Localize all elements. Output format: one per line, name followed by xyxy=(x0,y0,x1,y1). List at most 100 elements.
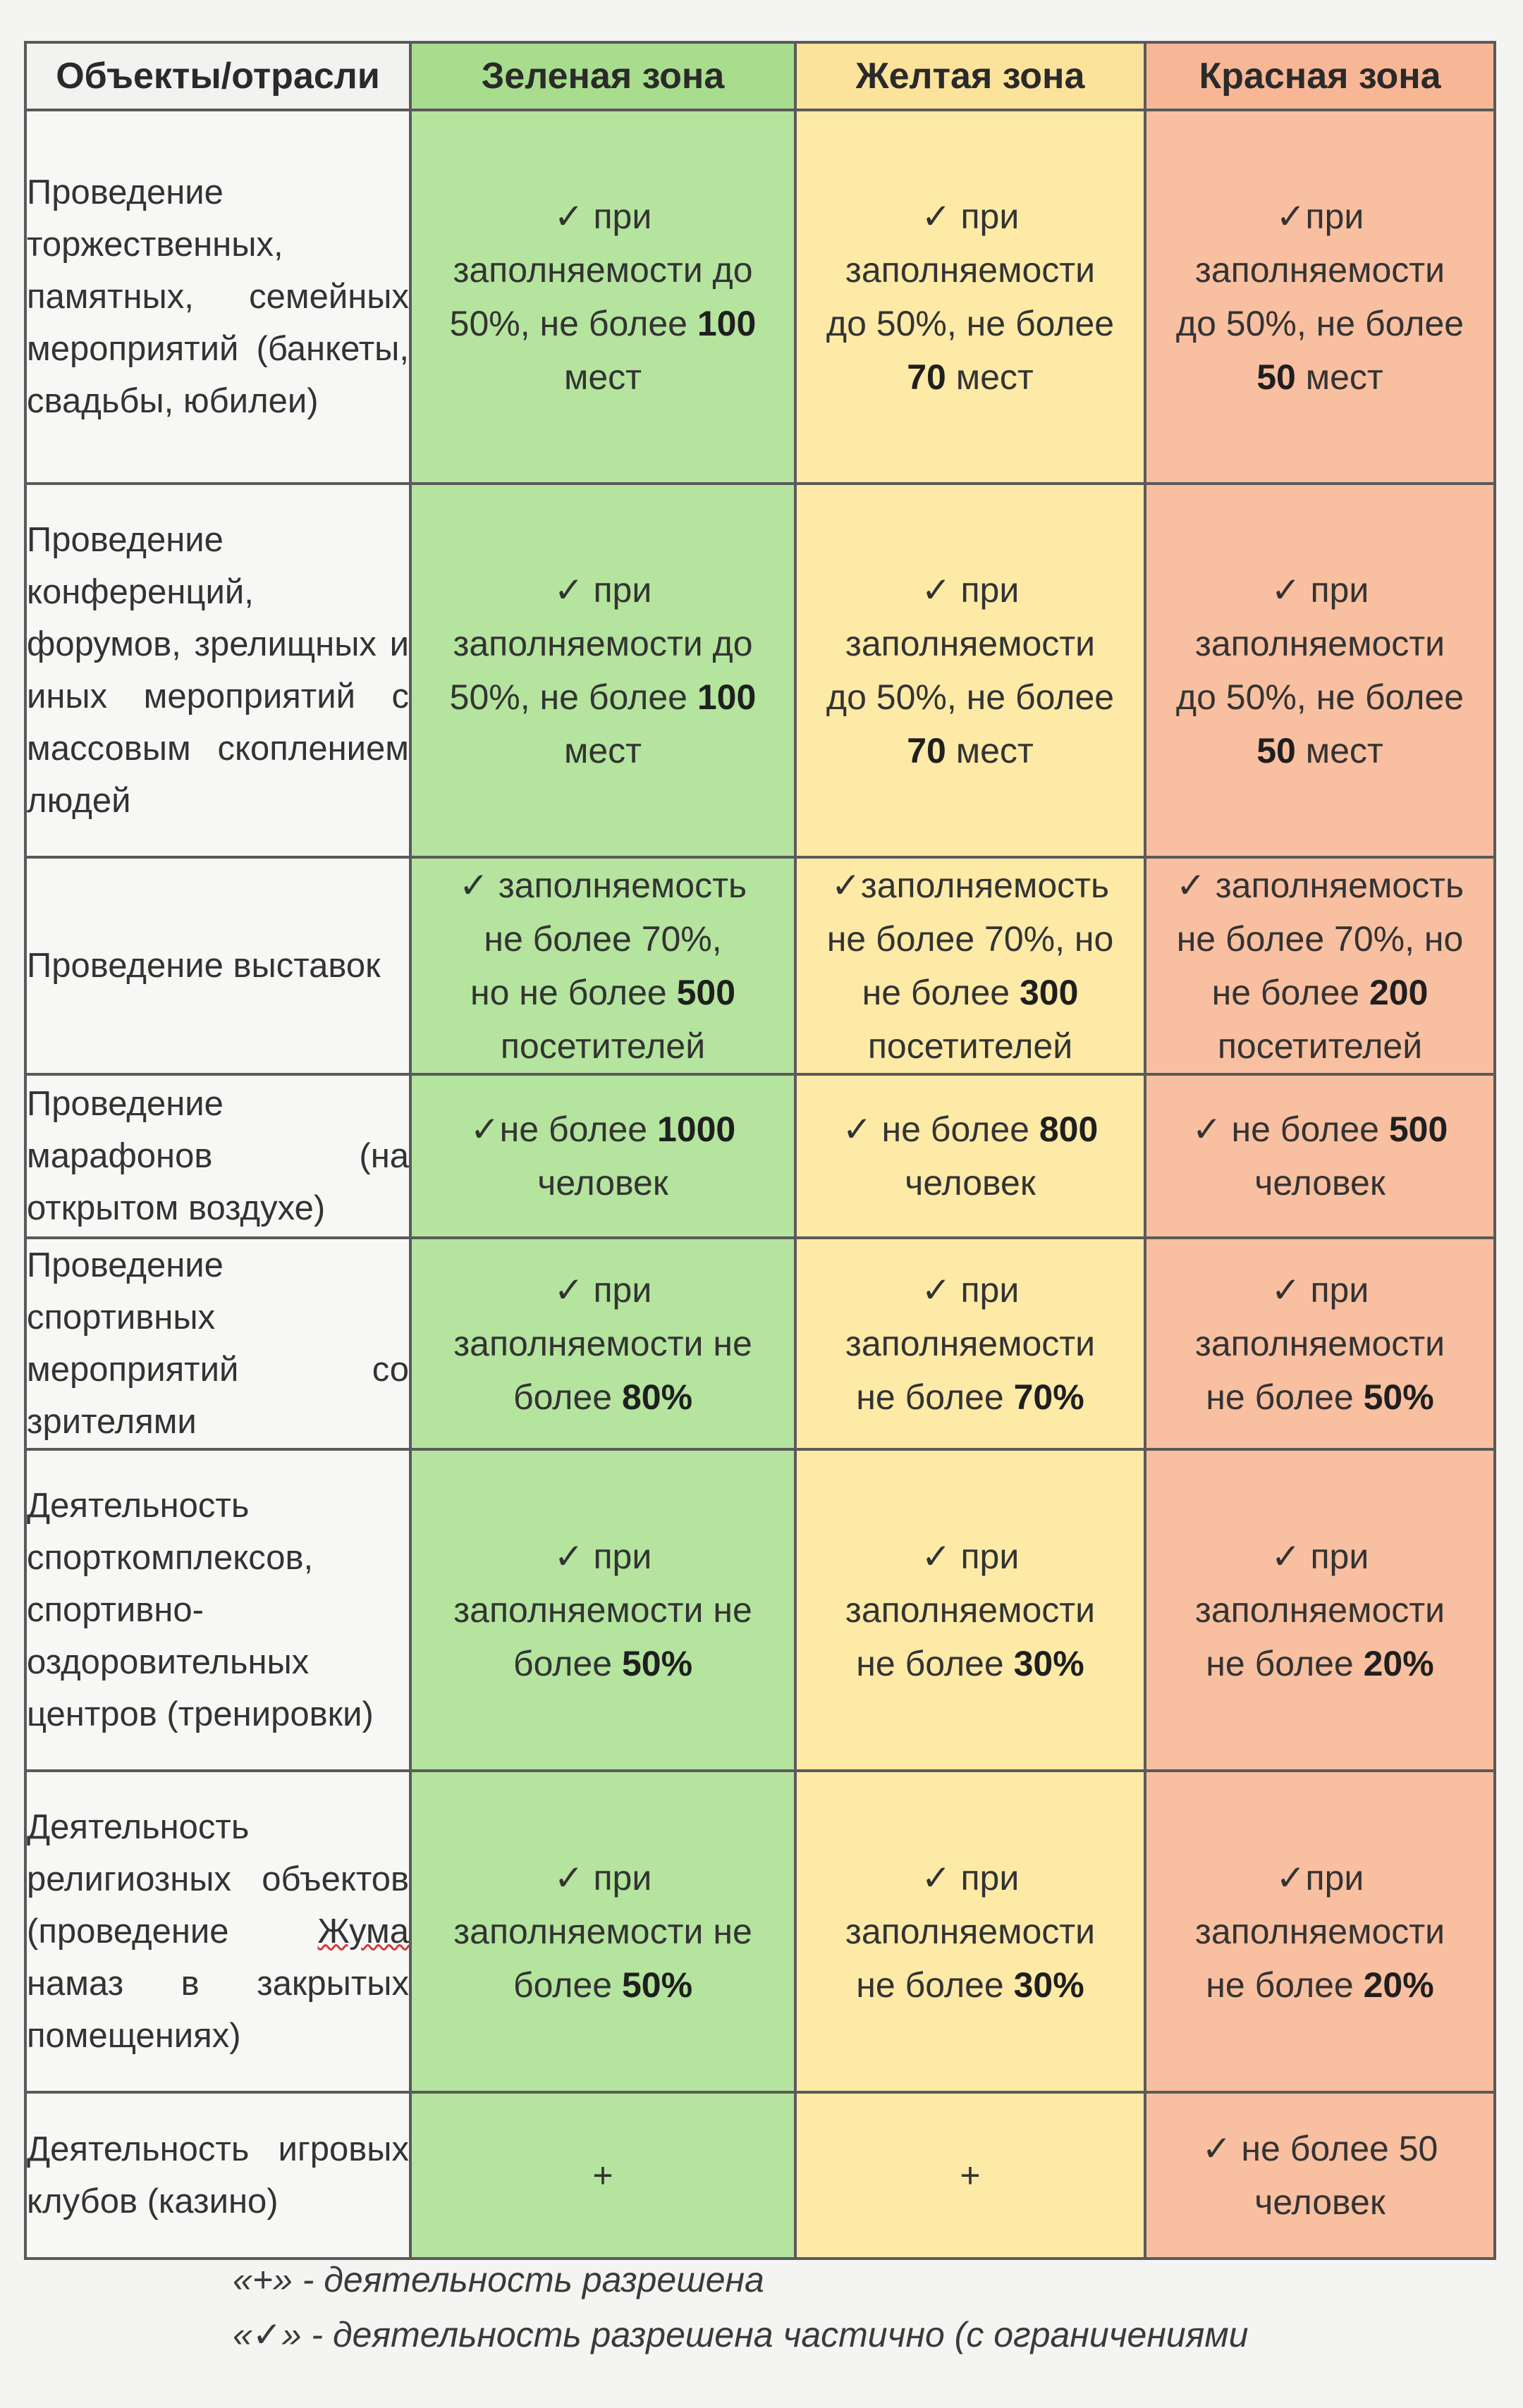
cell-line: более xyxy=(513,1377,622,1417)
cell-line: не более xyxy=(1206,1644,1364,1683)
cell-line: не более 70%, но xyxy=(1176,919,1464,959)
yellow-zone-cell: ✓ при заполняемости до 50%, не более 70 … xyxy=(794,109,1146,485)
cell-line: не более xyxy=(856,1965,1014,2005)
row-label-part: Деятельность религиозных объектов (прове… xyxy=(27,1808,409,1951)
zones-table: Объекты/отрасли Зеленая зона Желтая зона… xyxy=(24,41,1496,2260)
check-line: ✓ при xyxy=(921,1858,1020,1898)
cell-line: мест xyxy=(563,731,642,770)
cell-line: заполняемости до xyxy=(453,624,753,663)
limit-value: 50 xyxy=(1256,357,1296,397)
green-zone-cell: ✓не более 1000 человек xyxy=(409,1073,797,1239)
header-red-zone: Красная зона xyxy=(1144,41,1496,111)
cell-line: посетителей xyxy=(500,1026,706,1066)
cell-line: заполняемости xyxy=(845,624,1096,663)
check-line: ✓ при xyxy=(1271,570,1369,610)
row-label-cell: Деятельность религиозных объектов (прове… xyxy=(24,1769,412,2094)
green-zone-cell: ✓ заполняемость не более 70%, но не боле… xyxy=(409,856,797,1076)
cell-line: не более xyxy=(1211,973,1369,1012)
cell-line: до 50%, не более xyxy=(826,304,1115,343)
cell-line: человек xyxy=(1254,1163,1386,1203)
cell-line: посетителей xyxy=(1217,1026,1423,1066)
cell-line: заполняемости xyxy=(845,1590,1096,1630)
cell-line: не более xyxy=(856,1377,1014,1417)
row-label: Деятельность религиозных объектов (прове… xyxy=(27,1801,409,2062)
cell-line: до 50%, не более xyxy=(1175,304,1464,343)
row-label-cell: Проведение марафонов (на открытом воздух… xyxy=(24,1073,412,1239)
check-line: ✓ при xyxy=(553,570,652,610)
row-label-cell: Проведение конференций, форумов, зрелищн… xyxy=(24,482,412,859)
cell-line: заполняемости не xyxy=(453,1590,752,1630)
green-zone-cell: + xyxy=(409,2091,797,2260)
row-label: Проведение конференций, форумов, зрелищн… xyxy=(27,521,409,820)
check-line: ✓ не более xyxy=(1192,1110,1389,1149)
header-objects: Объекты/отрасли xyxy=(24,41,412,111)
check-line: ✓ при xyxy=(1271,1270,1369,1310)
limit-value: 1000 xyxy=(657,1110,736,1149)
cell-line: более xyxy=(513,1644,622,1683)
check-line: ✓ заполняемость xyxy=(458,866,747,905)
limit-value: 500 xyxy=(1388,1110,1448,1149)
table-row: Деятельность спорткомплексов, спортивно-… xyxy=(24,1448,1496,1772)
red-zone-cell: ✓при заполняемости не более 20% xyxy=(1144,1769,1496,2094)
cell-line: заполняемости xyxy=(845,1324,1096,1363)
row-label-cell: Деятельность спорткомплексов, спортивно-… xyxy=(24,1448,412,1772)
cell-line: не более 70%, xyxy=(484,919,722,959)
limit-value: 20% xyxy=(1363,1644,1434,1683)
check-line: ✓ не более xyxy=(842,1110,1039,1149)
limit-value: 30% xyxy=(1013,1644,1084,1683)
cell-line: 50%, не более xyxy=(449,304,697,343)
spellcheck-underlined-word: Жума xyxy=(317,1912,409,1951)
limit-value: 50% xyxy=(621,1965,693,2005)
cell-line: мест xyxy=(946,731,1034,770)
cell-line: мест xyxy=(1295,357,1383,397)
cell-line: заполняемости xyxy=(845,250,1096,290)
cell-line: заполняемости xyxy=(1194,1590,1445,1630)
cell-line: человек xyxy=(905,1163,1036,1203)
cell-line: человек xyxy=(1254,2182,1386,2222)
row-label: Деятельность спорткомплексов, спортивно-… xyxy=(27,1487,374,1733)
yellow-zone-cell: ✓ при заполняемости не более 30% xyxy=(794,1769,1146,2094)
check-line: ✓ при xyxy=(921,1537,1020,1576)
row-label-part: намаз в закрытых помещениях) xyxy=(27,1965,409,2055)
row-label-cell: Деятельность игровых клубов (казино) xyxy=(24,2091,412,2260)
yellow-zone-cell: ✓ не более 800 человек xyxy=(794,1073,1146,1239)
cell-line: до 50%, не более xyxy=(826,677,1115,717)
row-label: Проведение выставок xyxy=(27,947,381,985)
row-label: Проведение спортивных мероприятий со зри… xyxy=(27,1246,409,1441)
cell-line: мест xyxy=(563,357,642,397)
cell-line: не более xyxy=(1206,1377,1364,1417)
header-green-zone: Зеленая зона xyxy=(409,41,797,111)
check-line: ✓ при xyxy=(921,197,1020,236)
plus-mark: + xyxy=(592,2156,613,2195)
check-line: ✓ при xyxy=(921,570,1020,610)
cell-line: заполняемости не xyxy=(453,1912,752,1951)
limit-value: 70% xyxy=(1013,1377,1084,1417)
table-row: Деятельность игровых клубов (казино) + +… xyxy=(24,2091,1496,2260)
legend-check: «✓» - деятельность разрешена частично (с… xyxy=(233,2315,1249,2354)
yellow-zone-cell: ✓ при заполняемости не более 70% xyxy=(794,1236,1146,1451)
cell-line: мест xyxy=(946,357,1034,397)
yellow-zone-cell: + xyxy=(794,2091,1146,2260)
row-label-cell: Проведение выставок xyxy=(24,856,412,1076)
yellow-zone-cell: ✓заполняемость не более 70%, но не более… xyxy=(794,856,1146,1076)
check-line: ✓заполняемость xyxy=(831,866,1110,905)
limit-value: 800 xyxy=(1039,1110,1099,1149)
cell-line: заполняемости xyxy=(1194,624,1445,663)
cell-line: человек xyxy=(537,1163,668,1203)
table-row: Проведение марафонов (на открытом воздух… xyxy=(24,1073,1496,1239)
limit-value: 70 xyxy=(907,731,946,770)
check-line: ✓при xyxy=(1276,197,1364,236)
cell-line: но не более xyxy=(470,973,677,1012)
limit-value: 500 xyxy=(676,973,736,1012)
cell-line: заполняемости не xyxy=(453,1324,752,1363)
red-zone-cell: ✓ заполняемость не более 70%, но не боле… xyxy=(1144,856,1496,1076)
green-zone-cell: ✓ при заполняемости не более 50% xyxy=(409,1769,797,2094)
limit-value: 80% xyxy=(621,1377,693,1417)
cell-line: не более xyxy=(856,1644,1014,1683)
cell-line: заполняемости xyxy=(1194,1324,1445,1363)
cell-line: не более 70%, но xyxy=(826,919,1114,959)
yellow-zone-cell: ✓ при заполняемости до 50%, не более 70 … xyxy=(794,482,1146,859)
table-row: Деятельность религиозных объектов (прове… xyxy=(24,1769,1496,2094)
red-zone-cell: ✓при заполняемости до 50%, не более 50 м… xyxy=(1144,109,1496,485)
